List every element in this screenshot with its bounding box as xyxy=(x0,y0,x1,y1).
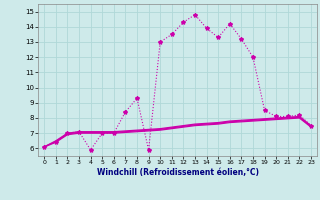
X-axis label: Windchill (Refroidissement éolien,°C): Windchill (Refroidissement éolien,°C) xyxy=(97,168,259,177)
